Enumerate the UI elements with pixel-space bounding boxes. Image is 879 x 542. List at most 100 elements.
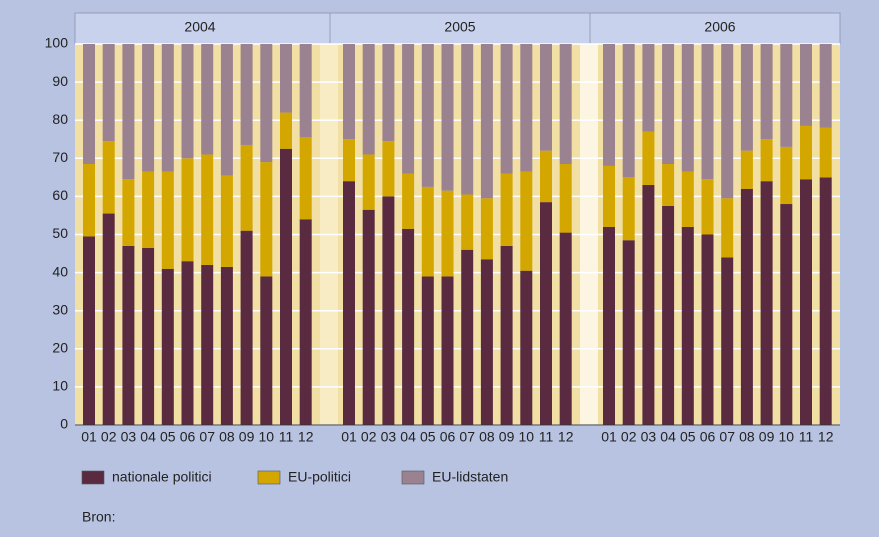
header-band [74, 12, 841, 45]
bar-segment [362, 154, 375, 210]
bar-segment [299, 219, 312, 425]
x-tick-label: 06 [440, 429, 456, 445]
bar-segment [520, 171, 533, 271]
bar-segment [382, 196, 395, 425]
bar-segment [142, 247, 155, 425]
x-tick-label: 07 [199, 429, 215, 445]
x-tick-label: 09 [499, 429, 515, 445]
y-tick-label: 50 [52, 225, 68, 241]
bar-segment [701, 44, 714, 180]
y-tick-label: 30 [52, 301, 68, 317]
bar-segment [201, 154, 214, 265]
bar-segment [83, 164, 95, 237]
x-tick-label: 08 [739, 429, 755, 445]
legend-swatch [81, 470, 105, 485]
x-tick-label: 01 [601, 429, 617, 445]
bar-segment [280, 112, 292, 149]
bar-segment [480, 259, 493, 425]
bar-segment [343, 139, 355, 182]
bar-segment [622, 44, 635, 178]
bar-segment [721, 198, 734, 258]
x-tick-label: 06 [700, 429, 716, 445]
bar-segment [540, 202, 552, 425]
bar-segment [161, 268, 174, 425]
bar-segment [662, 164, 675, 206]
x-tick-label: 07 [719, 429, 735, 445]
x-tick-label: 02 [101, 429, 117, 445]
x-tick-label: 02 [621, 429, 637, 445]
legend-swatch [401, 470, 425, 485]
bar-segment [402, 173, 415, 229]
bar-segment [402, 228, 415, 425]
bar-segment [603, 165, 615, 227]
bar-segment [819, 44, 832, 128]
bar-segment [520, 270, 533, 425]
bar-segment [681, 226, 694, 425]
bar-segment [181, 158, 194, 262]
bar-segment [402, 44, 415, 174]
bar-segment [220, 175, 233, 267]
bar-segment [701, 179, 714, 235]
bar-segment [441, 276, 454, 425]
x-tick-label: 05 [420, 429, 436, 445]
y-tick-label: 90 [52, 73, 68, 89]
bar-segment [800, 179, 812, 425]
bar-segment [760, 44, 773, 140]
bar-segment [622, 177, 635, 241]
bar-segment [260, 276, 273, 425]
x-tick-label: 11 [279, 429, 294, 445]
bar-segment [622, 240, 635, 425]
x-tick-label: 01 [341, 429, 357, 445]
bar-segment [181, 44, 194, 159]
bar-segment [280, 44, 292, 113]
bar-segment [603, 226, 615, 425]
x-tick-label: 08 [479, 429, 495, 445]
bar-segment [642, 131, 655, 185]
bar-segment [201, 264, 214, 425]
bar-segment [382, 141, 395, 197]
x-tick-label: 03 [641, 429, 657, 445]
group-label: 2004 [184, 19, 215, 35]
bar-segment [642, 44, 655, 132]
bar-segment [480, 198, 493, 260]
bar-segment [102, 213, 115, 425]
bar-segment [819, 127, 832, 178]
bar-segment [740, 150, 753, 189]
bar-segment [760, 139, 773, 182]
x-tick-label: 04 [660, 429, 676, 445]
bar-segment [299, 137, 312, 220]
bar-segment [500, 173, 513, 246]
bar-segment [240, 44, 253, 145]
bar-segment [299, 44, 312, 138]
bar-segment [421, 276, 434, 425]
bar-segment [181, 261, 194, 425]
bar-segment [740, 188, 753, 425]
y-tick-label: 100 [45, 35, 69, 51]
bar-segment [83, 236, 95, 425]
bar-segment [461, 249, 474, 425]
source: Bron: [82, 509, 115, 525]
x-tick-label: 12 [298, 429, 314, 445]
bar-segment [122, 44, 135, 180]
bar-segment [122, 179, 135, 246]
bar-segment [780, 204, 793, 425]
bar-segment [540, 150, 552, 203]
bar-segment [220, 44, 233, 176]
x-tick-label: 03 [381, 429, 397, 445]
x-tick-label: 12 [558, 429, 574, 445]
group-label: 2006 [704, 19, 735, 35]
legend-label: EU-lidstaten [432, 469, 508, 485]
legend-swatch [257, 470, 281, 485]
bar-segment [102, 44, 115, 142]
x-tick-label: 04 [140, 429, 156, 445]
x-tick-label: 09 [759, 429, 775, 445]
bar-segment [122, 245, 135, 425]
bar-segment [102, 141, 115, 214]
bar-segment [421, 44, 434, 187]
x-tick-label: 10 [779, 429, 795, 445]
bar-segment [240, 144, 253, 231]
bar-segment [559, 232, 572, 425]
x-tick-label: 05 [160, 429, 176, 445]
bar-segment [441, 44, 454, 191]
bar-segment [721, 257, 734, 425]
